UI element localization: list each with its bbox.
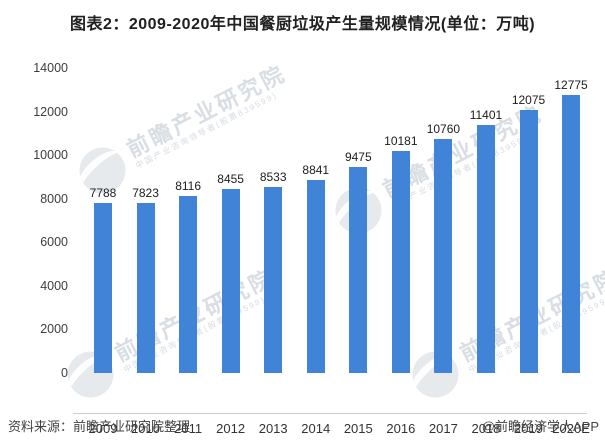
bar-chart: 前瞻产业研究院 中国产业咨询领导者(股票839599) 前瞻产业研究院 中国产业咨询领… [0,40,605,436]
bar [264,187,283,373]
bar [179,196,198,373]
x-tick-label: 2020E [552,421,590,436]
bar-value-label: 7788 [89,186,117,201]
x-tick-label: 2012 [216,421,246,436]
app-credit: @前瞻经济学人APP [481,419,599,434]
bar [306,180,325,373]
y-tick-label: 8000 [40,191,68,206]
x-tick-label: 2016 [386,421,416,436]
bar-value-label: 11401 [469,107,503,122]
x-tick-label: 2011 [174,421,203,436]
bar-value-label: 10181 [384,134,418,149]
bar [476,124,495,373]
x-tick-label: 2009 [88,421,118,436]
x-tick-label: 2017 [428,421,458,436]
bar [519,109,538,373]
bar-value-label: 8455 [217,171,244,186]
bar-value-label: 9475 [344,149,372,164]
bar [562,94,581,373]
y-tick-label: 4000 [40,278,68,293]
bar [94,203,112,373]
bar-value-label: 12775 [554,77,588,92]
x-tick-label: 2010 [131,421,160,436]
watermark-globe-icon [59,343,122,406]
x-tick-label: 2019 [514,421,543,436]
bar [221,188,240,373]
bar [136,202,155,373]
x-tick-label: 2015 [343,421,373,436]
bar-value-label: 10760 [426,121,461,136]
bar [434,138,453,373]
y-tick-label: 14000 [33,61,68,75]
bar-value-label: 8533 [259,170,287,185]
bar-value-label: 8841 [302,163,330,178]
bar-value-label: 12075 [511,92,546,107]
bar-value-label: 8116 [175,179,201,194]
y-tick-label: 0 [61,366,68,380]
watermark-sub-text: 中国产业咨询领导者(股票839599) [134,90,280,171]
y-tick-label: 6000 [40,235,68,250]
x-axis-line [73,413,587,414]
bar [349,166,368,373]
bar-value-label: 7823 [132,185,159,200]
y-tick-label: 12000 [33,104,68,119]
y-tick-label: 2000 [40,322,68,337]
chart-title: 图表2：2009-2020年中国餐厨垃圾产生量规模情况(单位：万吨) [69,16,536,33]
x-tick-label: 2013 [258,421,288,436]
x-tick-label: 2014 [301,421,331,436]
bar [391,151,410,373]
y-tick-label: 10000 [33,148,68,163]
watermark-main-text: 前瞻产业研究院 [122,60,291,163]
x-tick-label: 2018 [471,421,501,436]
source-note: 资料来源：前瞻产业研究院整理 [8,419,191,434]
